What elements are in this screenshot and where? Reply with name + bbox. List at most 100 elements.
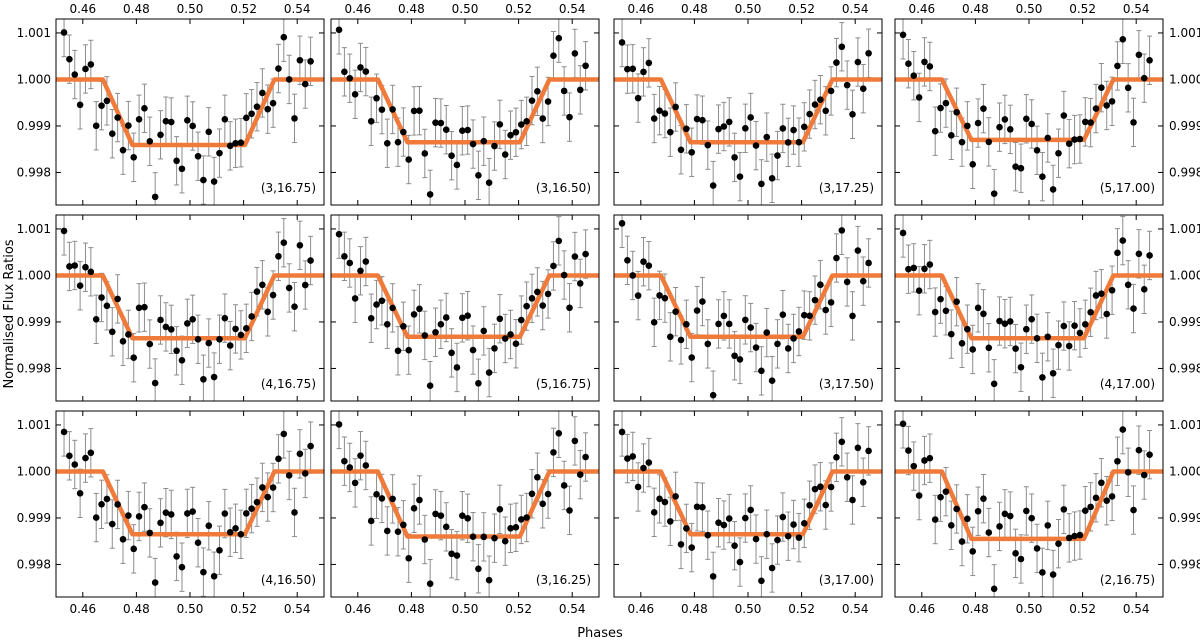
data-point (280, 33, 288, 41)
data-point (656, 495, 663, 503)
data-point (1098, 290, 1105, 298)
data-point (523, 302, 530, 310)
panel: 0.46 0.48 0.50 0.52 0.54 0.998 0.999 1.000 1.001… (894, 2, 1200, 206)
data-point (394, 528, 402, 536)
data-point (1140, 286, 1148, 293)
transit-model-line (614, 77, 882, 145)
data-point (341, 253, 348, 260)
data-point (485, 179, 493, 186)
data-point (269, 99, 277, 107)
data-point (410, 107, 418, 115)
data-point (496, 121, 504, 128)
data-point (485, 369, 493, 376)
panel-frame (613, 214, 883, 402)
y-tick-label: 1.001 (17, 222, 51, 236)
data-point (958, 538, 966, 545)
data-point (125, 122, 132, 129)
data-point (280, 430, 288, 438)
x-tick-label: 0.52 (230, 602, 257, 616)
data-point (774, 152, 781, 159)
data-point (1092, 494, 1100, 502)
data-point (942, 488, 950, 495)
data-point (178, 356, 186, 364)
panel: 0.46 0.48 0.50 0.52 0.54 0.998 0.999 1.000 1.001… (894, 410, 1200, 616)
data-point (383, 139, 391, 147)
data-point (666, 333, 674, 341)
data-point (405, 346, 413, 354)
data-point (151, 193, 159, 201)
data-point (291, 115, 298, 122)
data-point (931, 127, 939, 135)
data-point (459, 314, 466, 322)
data-point (296, 450, 304, 458)
data-point (421, 150, 429, 157)
data-point (1060, 112, 1068, 119)
data-point (571, 50, 579, 57)
data-point (275, 455, 282, 463)
data-point (173, 347, 180, 355)
data-point (811, 296, 819, 304)
data-point (624, 257, 631, 264)
data-point (1001, 320, 1009, 328)
data-point (189, 508, 196, 515)
data-point (969, 161, 977, 168)
x-tick-label: 0.54 (842, 2, 869, 16)
data-point (758, 180, 765, 188)
data-point (437, 119, 445, 127)
data-point (677, 541, 685, 548)
data-point (795, 138, 803, 146)
data-point (512, 340, 520, 348)
data-point (437, 512, 445, 519)
y-tick-label: 0.999 (17, 119, 51, 133)
data-point (232, 139, 239, 147)
data-point (125, 331, 132, 338)
data-point (576, 471, 584, 478)
data-point (448, 152, 455, 160)
data-point (1017, 555, 1025, 563)
data-point (974, 119, 982, 127)
data-point (1087, 119, 1094, 126)
data-point (480, 137, 488, 145)
data-point (555, 237, 563, 245)
data-point (833, 59, 840, 66)
data-point (335, 230, 343, 238)
data-point (335, 421, 343, 428)
data-point (905, 265, 912, 273)
data-point (784, 139, 792, 146)
data-point (253, 498, 261, 506)
data-point (71, 71, 79, 78)
data-point (1012, 163, 1019, 171)
data-point (790, 335, 797, 342)
data-point (367, 517, 375, 525)
data-point (1006, 126, 1014, 133)
data-point (926, 454, 934, 462)
data-point (953, 505, 960, 513)
data-point (491, 345, 498, 352)
data-point (301, 281, 309, 289)
data-point (555, 429, 563, 437)
data-point (82, 263, 89, 271)
data-point (800, 520, 808, 527)
transit-model-line (614, 273, 882, 340)
panel: 0.46 0.48 0.50 0.52 0.54 (3,17.25) (613, 2, 883, 206)
data-point (405, 554, 413, 562)
data-point (87, 61, 95, 68)
data-point (146, 529, 154, 537)
data-point (60, 428, 68, 436)
data-point (141, 303, 148, 311)
data-point (216, 335, 223, 343)
data-point (666, 518, 674, 525)
data-point (259, 89, 266, 97)
data-point (469, 533, 477, 541)
data-point (958, 340, 966, 347)
data-point (269, 291, 277, 299)
data-point (416, 305, 423, 313)
data-point (725, 515, 733, 522)
data-point (720, 123, 728, 130)
data-point (709, 391, 717, 399)
data-point (990, 190, 998, 197)
data-point (747, 506, 754, 514)
data-point (645, 59, 653, 67)
data-point (507, 331, 514, 338)
data-point (571, 253, 579, 260)
